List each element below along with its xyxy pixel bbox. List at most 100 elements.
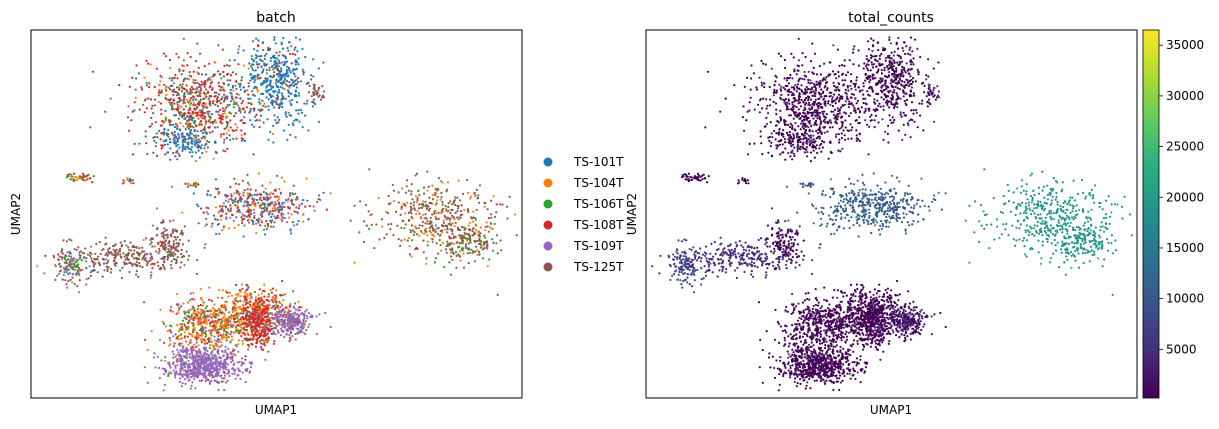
cell-point [454, 203, 457, 206]
cell-point [232, 200, 235, 203]
cell-point [246, 188, 249, 191]
cell-point [457, 228, 460, 231]
cell-point [253, 200, 256, 203]
cell-point [270, 191, 273, 194]
cell-point [168, 120, 171, 123]
cell-point [301, 311, 304, 314]
cell-point [267, 198, 270, 201]
cell-point [138, 247, 141, 250]
cell-point [265, 68, 268, 72]
cell-point [274, 201, 277, 204]
cell-point [489, 226, 492, 229]
cell-point [221, 107, 224, 110]
cell-point [184, 370, 187, 373]
cell-point [303, 322, 306, 325]
cell-point [196, 130, 199, 133]
cell-point [259, 346, 263, 349]
cell-point [508, 195, 511, 198]
cell-point [196, 42, 199, 45]
cell-point [226, 73, 229, 76]
cell-point [454, 211, 457, 214]
cell-point [85, 257, 88, 260]
cell-point [209, 338, 212, 341]
cell-point [262, 289, 265, 292]
cell-point [304, 205, 307, 208]
cell-point [201, 117, 204, 120]
cell-point [229, 185, 232, 189]
cell-point [176, 109, 179, 112]
cell-point [281, 308, 284, 312]
cell-point [174, 333, 177, 336]
cell-point [168, 138, 171, 141]
cell-point [258, 198, 261, 201]
cell-point [278, 203, 281, 206]
cell-point [184, 328, 187, 331]
cell-point [269, 57, 273, 60]
cell-point [156, 228, 159, 231]
cell-point [319, 98, 322, 101]
cell-point [209, 194, 212, 197]
cell-point [237, 104, 240, 107]
cell-point [189, 96, 193, 100]
cell-point [268, 193, 271, 196]
cell-point [259, 219, 262, 222]
cell-point [202, 211, 205, 214]
cell-point [191, 297, 194, 301]
cell-point [233, 226, 236, 230]
cell-point [385, 233, 388, 236]
cell-point [249, 292, 252, 295]
cell-point [259, 224, 262, 227]
cell-point [57, 263, 61, 266]
cell-point [238, 361, 241, 364]
cell-point [231, 372, 234, 375]
cell-point [423, 232, 426, 235]
cell-point [219, 102, 222, 105]
cell-point [175, 151, 178, 154]
cell-point [263, 295, 266, 298]
cell-point [212, 214, 216, 217]
cell-point [195, 367, 198, 370]
cell-point [231, 310, 234, 313]
cell-point [164, 359, 167, 362]
cell-point [188, 299, 191, 302]
cell-point [296, 119, 299, 122]
cell-point [440, 249, 443, 252]
cell-point [295, 86, 298, 89]
cell-point [280, 67, 283, 70]
cell-point [278, 89, 281, 92]
cell-point [466, 239, 469, 242]
cell-point [296, 223, 299, 226]
cell-point [239, 318, 242, 321]
cell-point [420, 206, 423, 209]
cell-point [428, 207, 432, 210]
cell-point [278, 315, 282, 318]
cell-point [495, 203, 498, 206]
cell-point [252, 307, 256, 311]
cell-point [143, 76, 146, 79]
cell-point [196, 375, 199, 378]
cell-point [224, 368, 227, 371]
cell-point [267, 293, 270, 296]
cell-point [192, 291, 195, 295]
cell-point [288, 326, 291, 329]
cell-point [260, 292, 263, 295]
cell-point [151, 104, 154, 107]
cell-point [187, 92, 190, 95]
cell-point [293, 72, 296, 76]
cell-point [64, 279, 67, 282]
cell-point [199, 369, 202, 373]
cell-point [89, 126, 92, 129]
cell-point [140, 88, 144, 91]
cell-point [314, 103, 317, 106]
cell-point [226, 104, 229, 107]
cell-point [228, 111, 231, 114]
cell-point [410, 212, 413, 215]
cell-point [217, 333, 220, 336]
cell-point [257, 39, 260, 42]
cell-point [281, 201, 284, 204]
cell-point [229, 216, 232, 219]
cell-point [237, 208, 241, 211]
cell-point [252, 208, 255, 211]
cell-point [296, 80, 299, 83]
cell-point [204, 307, 207, 310]
